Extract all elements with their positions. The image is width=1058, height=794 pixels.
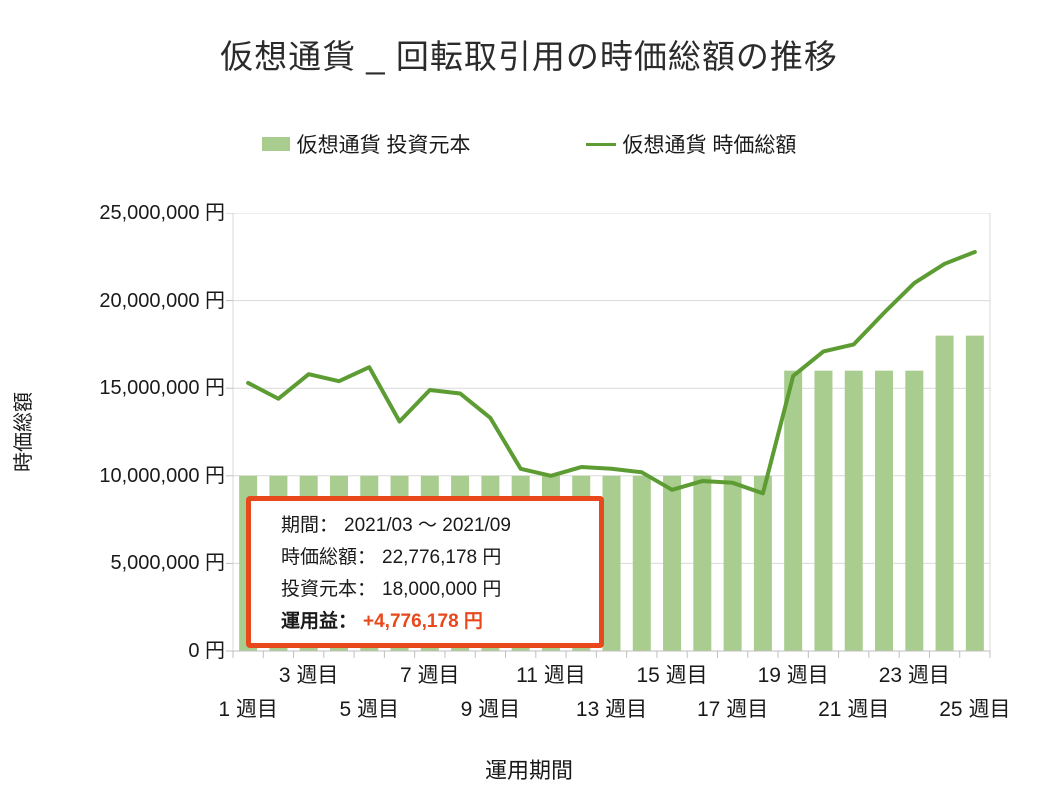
annotation-lines: 期間： 2021/03 ～ 2021/09 時価総額： 22,776,178 円投資元… bbox=[281, 510, 599, 638]
y-tick-label: 15,000,000 円 bbox=[99, 377, 225, 400]
y-tick-label: 0 円 bbox=[188, 640, 225, 662]
bar-week-21 bbox=[844, 370, 863, 651]
y-tick-label: 25,000,000 円 bbox=[99, 202, 225, 224]
annotation-line: 期間： 2021/03 ～ 2021/09 bbox=[281, 510, 599, 542]
marketcap-line-series bbox=[246, 249, 977, 496]
chart-title: 仮想通貨 _ 回転取引用の時価総額の推移 bbox=[220, 38, 838, 75]
legend-label-principal: 仮想通貨 投資元本 bbox=[296, 134, 471, 157]
x-tick-label: 17 週目 bbox=[697, 698, 769, 721]
annotation-value: 22,776,178 円 bbox=[382, 547, 502, 568]
bar-week-20 bbox=[814, 370, 833, 651]
bar-week-18 bbox=[753, 475, 772, 651]
annotation-box: 期間： 2021/03 ～ 2021/09 時価総額： 22,776,178 円投資元… bbox=[246, 496, 604, 648]
x-tick-label: 3 週目 bbox=[278, 664, 339, 687]
legend-label-marketcap: 仮想通貨 時価総額 bbox=[622, 134, 797, 157]
annotation-line: 投資元本： 18,000,000 円 bbox=[281, 574, 599, 606]
x-tick-label: 7 週目 bbox=[400, 664, 460, 687]
line-swatch-icon bbox=[585, 142, 616, 146]
x-axis-title: 運用期間 bbox=[484, 758, 573, 783]
annotation-value: 18,000,000 円 bbox=[382, 579, 502, 600]
x-tick-label: 23 週目 bbox=[878, 664, 950, 687]
x-tick-label: 9 週目 bbox=[460, 698, 521, 721]
annotation-value: +4,776,178 円 bbox=[363, 611, 483, 632]
legend: 仮想通貨 投資元本 仮想通貨 時価総額 bbox=[0, 129, 1058, 159]
y-tick-label: 5,000,000 円 bbox=[110, 552, 225, 575]
bar-week-19 bbox=[784, 370, 803, 651]
bar-week-23 bbox=[905, 370, 924, 651]
bar-week-16 bbox=[693, 475, 712, 651]
bar-week-13 bbox=[602, 475, 621, 651]
x-tick-label: 1 週目 bbox=[218, 698, 278, 721]
x-tick-label: 25 週目 bbox=[939, 698, 1011, 721]
legend-item-principal: 仮想通貨 投資元本 bbox=[261, 129, 471, 159]
bar-week-17 bbox=[723, 475, 742, 651]
x-tick-label: 19 週目 bbox=[757, 664, 829, 687]
y-tick-label: 20,000,000 円 bbox=[99, 289, 225, 312]
annotation-label: 運用益： bbox=[281, 611, 358, 632]
annotation-label: 時価総額： bbox=[281, 547, 377, 568]
annotation-label: 期間： bbox=[281, 515, 339, 536]
y-tick-label: 10,000,000 円 bbox=[99, 464, 225, 487]
x-tick-label: 13 週目 bbox=[575, 698, 648, 721]
bar-week-25 bbox=[965, 335, 984, 651]
bar-week-22 bbox=[875, 370, 894, 651]
bar-week-15 bbox=[663, 475, 682, 651]
bar-swatch-icon bbox=[261, 137, 290, 151]
x-tick-label: 5 週目 bbox=[339, 698, 399, 721]
annotation-line: 運用益： +4,776,178 円 bbox=[281, 606, 599, 638]
bar-week-14 bbox=[632, 475, 651, 651]
x-tick-label: 11 週目 bbox=[516, 664, 586, 687]
bar-week-24 bbox=[935, 335, 954, 651]
x-tick-label: 21 週目 bbox=[818, 698, 890, 721]
x-tick-label: 15 週目 bbox=[636, 664, 708, 687]
annotation-label: 投資元本： bbox=[281, 579, 377, 600]
annotation-line: 時価総額： 22,776,178 円 bbox=[281, 542, 599, 574]
legend-item-marketcap: 仮想通貨 時価総額 bbox=[585, 129, 797, 159]
annotation-value: 2021/03 ～ 2021/09 bbox=[344, 515, 511, 536]
